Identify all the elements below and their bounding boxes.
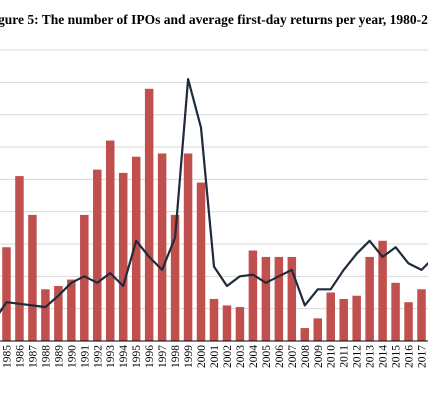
bar [300,328,310,341]
bar [105,140,115,341]
x-tick-label: 2012 [352,345,364,368]
x-tick-label: 1992 [92,345,104,368]
x-tick-label: 1987 [27,345,39,368]
x-tick-label: 1990 [66,345,78,368]
x-tick-label: 2003 [235,345,247,368]
x-tick-label: 2002 [222,345,234,368]
bar [157,153,167,341]
x-tick-labels: 1985 1986 1987 1988 1989 1990 1991 1992 1993 1994… [1,345,428,368]
bar [352,295,361,341]
bar [248,250,258,341]
x-tick-label: 1991 [79,345,91,368]
x-tick-label: 1995 [131,345,143,368]
bar [80,214,89,341]
bar [183,153,193,341]
bar [15,176,24,341]
bar [326,292,335,341]
x-tick-label: 1996 [144,345,156,368]
bar [93,169,102,341]
bar [54,286,63,341]
series-line [0,77,428,314]
x-tick-label: 1989 [53,345,65,368]
x-tick-label: 1985 [1,345,13,368]
bar [144,88,154,341]
bar [170,214,180,341]
bar [274,256,284,341]
x-tick-label: 2009 [313,345,325,368]
x-tick-label: 1999 [183,345,195,368]
x-tick-label: 2013 [365,345,377,368]
x-tick-label: 1986 [14,345,26,368]
bar [28,214,37,341]
bar [209,298,219,341]
bar [391,282,400,341]
bar [118,172,128,341]
bar [2,247,11,341]
x-tick-label: 1997 [157,345,169,368]
bar [339,298,348,341]
bar [287,256,297,341]
x-tick-label: 2014 [378,345,390,368]
bar [313,318,323,341]
bar [67,279,76,341]
x-tick-label: 2015 [391,345,403,368]
bar [235,307,245,341]
x-tick-label: 2001 [209,345,221,368]
line-series [0,77,428,314]
x-tick-label: 2006 [274,345,286,368]
x-tick-label: 2010 [326,345,338,368]
x-tick-label: 1988 [40,345,52,368]
bar [131,156,141,341]
x-tick-label: 1998 [170,345,182,368]
x-tick-label: 2004 [248,345,260,368]
x-tick-label: 1993 [105,345,117,368]
bar [417,289,426,341]
x-tick-label: 2005 [261,345,273,368]
x-tick-label: 2016 [404,345,416,368]
bar-series [2,88,426,341]
bar [41,289,50,341]
bar [261,256,271,341]
bar [222,305,232,341]
bar [378,240,387,341]
bar [365,256,374,341]
chart-title: Figure 5: The number of IPOs and average… [0,12,428,27]
grid-lines [0,49,428,310]
x-tick-label: 2007 [287,345,299,368]
x-tick-label: 2011 [339,345,351,368]
x-tick-label: 2017 [417,345,428,368]
x-tick-label: 1994 [118,345,130,368]
x-tick-label: 2008 [300,345,312,368]
bar [196,182,206,341]
bar [404,302,413,341]
x-tick-label: 2000 [196,345,208,368]
